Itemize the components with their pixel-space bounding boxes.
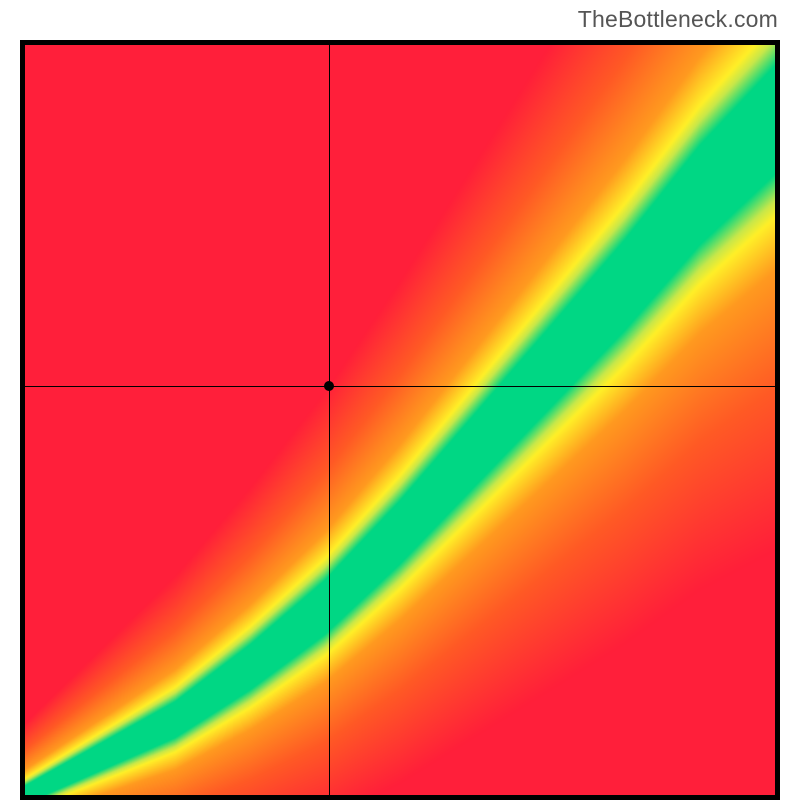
heatmap-canvas <box>25 45 775 795</box>
plot-area <box>25 45 775 795</box>
plot-frame <box>20 40 780 800</box>
marker-point <box>324 381 334 391</box>
crosshair-horizontal <box>25 386 775 387</box>
watermark-text: TheBottleneck.com <box>578 6 778 33</box>
crosshair-vertical <box>329 45 330 795</box>
chart-container: TheBottleneck.com <box>0 0 800 800</box>
